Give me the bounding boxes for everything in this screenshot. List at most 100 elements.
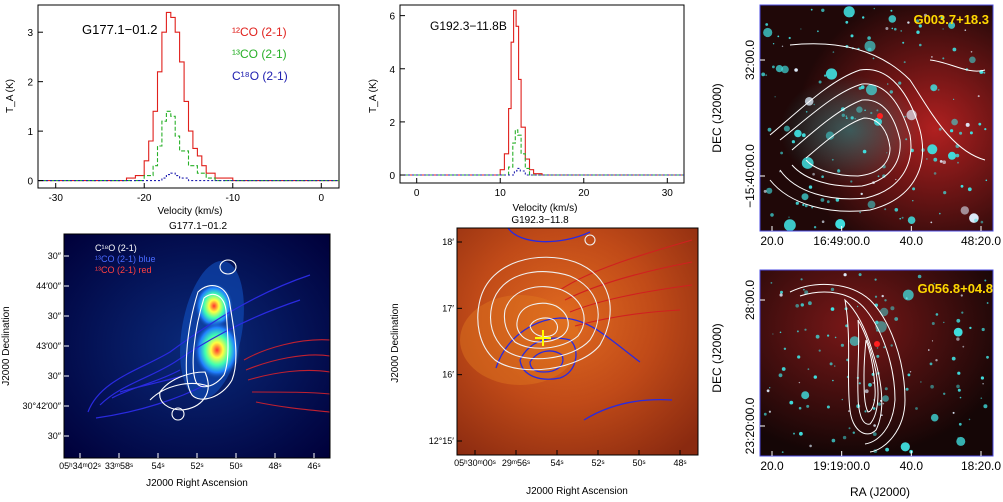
star (942, 160, 946, 164)
star (864, 109, 866, 112)
star (950, 153, 953, 155)
spectrum-2-frame (399, 4, 685, 184)
star (959, 131, 963, 135)
map-4-stars (763, 273, 989, 454)
star (850, 180, 853, 183)
star (907, 216, 916, 224)
star (832, 51, 835, 53)
map-1-legend-blue: ¹³CO (2-1) blue (95, 254, 156, 264)
spectrum-2-ylabel: T_A (K) (368, 79, 379, 113)
star (859, 211, 861, 214)
star (960, 184, 964, 188)
star (948, 21, 956, 29)
star (864, 410, 867, 413)
star (900, 30, 902, 32)
map-2-title: G192.3−11.8 (511, 215, 569, 226)
star (968, 418, 971, 421)
star (904, 115, 907, 118)
star (794, 129, 802, 138)
star (955, 153, 960, 158)
star (800, 28, 802, 30)
star (800, 278, 803, 281)
star (895, 178, 897, 181)
map-4-ylabel: DEC (J2000) (710, 323, 724, 392)
star (894, 27, 897, 31)
star (825, 131, 835, 140)
map-1-red-contours (243, 339, 331, 413)
star (824, 74, 827, 77)
star (801, 193, 809, 201)
star (957, 161, 959, 164)
star (877, 175, 880, 178)
spectrum-1-ticks: -30 -20 -10 0 0 1 2 3 (27, 28, 324, 204)
star (885, 447, 889, 452)
star (959, 396, 962, 399)
map-1-core-north (194, 282, 234, 330)
star (953, 98, 955, 100)
star (808, 301, 812, 306)
star (943, 392, 946, 395)
star (864, 40, 876, 52)
star (867, 36, 871, 40)
map-2-frame (456, 227, 699, 456)
map-3-frame (759, 4, 994, 232)
star (795, 304, 799, 308)
star (766, 187, 773, 194)
legend-12co: ¹²CO (2-1) (232, 25, 287, 39)
star (765, 74, 768, 77)
x-tick-label: 0 (319, 193, 325, 204)
star (862, 16, 865, 19)
star (964, 29, 967, 32)
star (884, 387, 888, 391)
star (840, 343, 845, 347)
star (881, 414, 883, 417)
star (882, 402, 885, 405)
star (889, 90, 893, 94)
star (905, 387, 909, 391)
star (928, 349, 930, 351)
star (888, 15, 897, 23)
star (872, 382, 875, 384)
star (781, 451, 784, 453)
star (772, 43, 775, 45)
star (929, 362, 933, 366)
star (986, 355, 989, 359)
star (935, 359, 938, 362)
star (985, 179, 988, 182)
star (986, 302, 989, 304)
star (830, 287, 835, 292)
star (890, 306, 895, 311)
map-1-legend-red: ¹³CO (2-1) red (95, 265, 152, 275)
star (841, 398, 843, 401)
star (952, 411, 955, 414)
x-tick-label: 0 (414, 188, 420, 199)
map-1-white-contours (149, 259, 237, 421)
star (951, 118, 958, 126)
map-3-label: G003.7+18.3 (913, 12, 989, 27)
x-tick-label: 19:19:00.0 (813, 459, 870, 473)
star (765, 23, 769, 26)
series-c18o-2-1- (38, 172, 339, 182)
map-1-core-south (193, 320, 241, 380)
star (967, 187, 972, 192)
star (777, 35, 780, 38)
x-tick-label: 20.0 (760, 459, 784, 473)
star (933, 172, 937, 175)
y-tick-label: 3 (27, 28, 33, 39)
series-13co-2-1- (400, 129, 684, 176)
star (953, 327, 963, 337)
star (920, 381, 922, 383)
star (930, 384, 934, 389)
map-3-source-marker (877, 113, 883, 119)
map-2-white-contours (477, 234, 611, 371)
map-1-legend-c18o: C¹⁸O (2-1) (95, 243, 137, 253)
y-tick-label: 23:20:00.0 (743, 397, 757, 454)
map-4-ticks: 20.0 19:19:00.0 40.0 18:20.0 28:00.0 23:20:00… (743, 280, 1001, 473)
x-tick-label: 40.0 (900, 234, 924, 248)
x-tick-label: 16:49:00.0 (813, 234, 870, 248)
x-tick-label: 29ᵐ56ˢ (502, 458, 530, 468)
star (813, 226, 817, 229)
star (774, 96, 776, 98)
series-12co-2-1- (400, 9, 684, 176)
map-4-source-marker (874, 341, 880, 347)
